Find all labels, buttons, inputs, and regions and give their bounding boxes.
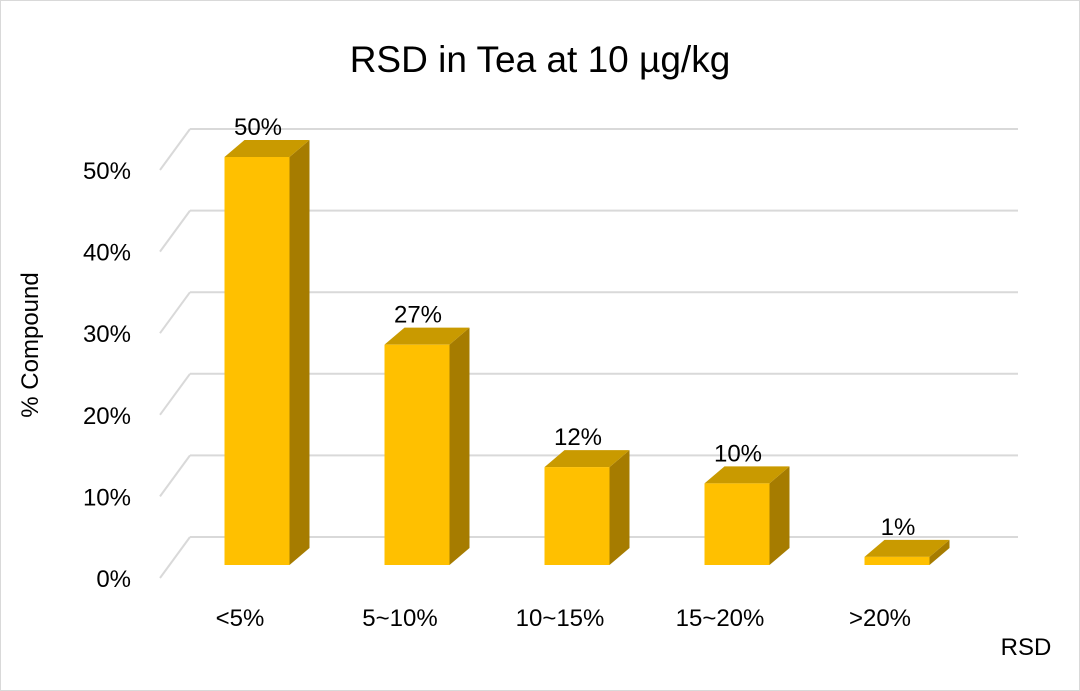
chart-title: RSD in Tea at 10 µg/kg: [350, 39, 731, 80]
x-tick-label: 5~10%: [362, 605, 437, 632]
y-tick-label: 50%: [83, 158, 131, 185]
bar-front: [544, 467, 610, 565]
bar-side: [449, 327, 470, 565]
x-tick-label: <5%: [216, 605, 265, 632]
bar: [224, 140, 310, 565]
data-label: 1%: [881, 514, 916, 541]
bar-front: [704, 483, 770, 565]
bar-front: [384, 344, 450, 565]
bar-top: [544, 450, 630, 468]
gridline-diagonal: [159, 291, 191, 334]
bar-side: [289, 140, 310, 565]
bar: [544, 450, 630, 565]
data-label: 10%: [714, 440, 762, 467]
x-tick-label: 10~15%: [516, 605, 605, 632]
bar-side: [769, 466, 790, 565]
x-tick-label: 15~20%: [676, 605, 765, 632]
bar: [864, 539, 950, 565]
bar-top: [224, 140, 310, 157]
gridline-diagonal: [159, 373, 191, 416]
bar-top: [704, 466, 790, 484]
y-tick-label: 40%: [83, 240, 131, 267]
x-axis-label: RSD: [1001, 634, 1052, 661]
data-label: 27%: [394, 302, 442, 329]
gridline-diagonal: [159, 210, 191, 253]
y-tick-label: 10%: [83, 484, 131, 511]
y-axis-label: % Compound: [17, 272, 44, 417]
bar-top: [384, 327, 470, 345]
data-label: 50%: [234, 114, 282, 141]
bar: [384, 327, 470, 565]
bar-side: [929, 539, 950, 565]
x-tick-label: >20%: [849, 605, 911, 632]
gridline-diagonal: [159, 128, 191, 171]
y-tick-label: 0%: [96, 566, 131, 593]
gridline-diagonal: [159, 536, 191, 579]
data-label: 12%: [554, 424, 602, 451]
gridline-diagonal: [159, 454, 191, 497]
bar: [704, 466, 790, 565]
bar-top: [864, 539, 950, 557]
bar-side: [609, 450, 630, 565]
bar-front: [864, 556, 930, 565]
y-tick-label: 30%: [83, 321, 131, 348]
y-tick-label: 20%: [83, 403, 131, 430]
bar-front: [224, 157, 290, 565]
